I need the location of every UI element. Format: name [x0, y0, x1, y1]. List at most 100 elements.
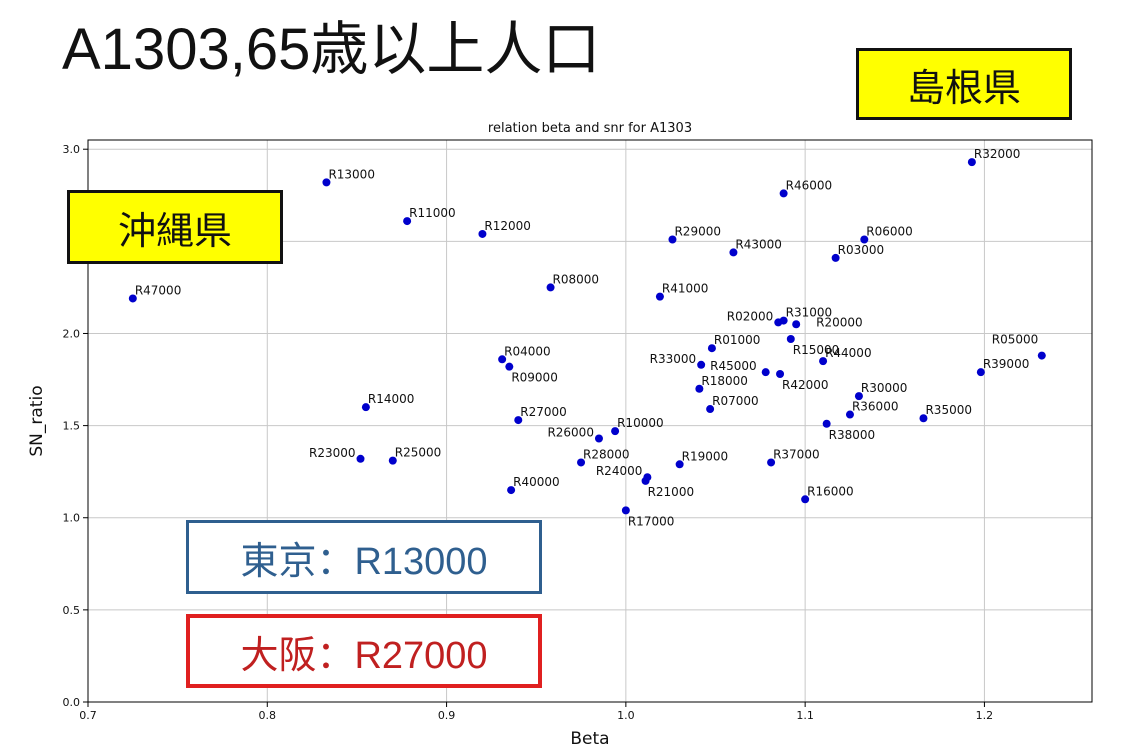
point-label: R20000	[816, 315, 863, 329]
data-point	[388, 456, 397, 465]
plot-frame	[87, 139, 1093, 703]
data-point	[697, 360, 706, 369]
point-label: R39000	[983, 357, 1030, 371]
point-label: R03000	[838, 243, 885, 257]
point-label: R16000	[807, 484, 854, 498]
data-point	[546, 283, 555, 292]
point-label: R14000	[368, 392, 415, 406]
osaka-callout: 大阪：R27000	[186, 614, 542, 688]
point-label: R43000	[735, 237, 782, 251]
point-label: R38000	[829, 428, 876, 442]
data-point	[594, 434, 603, 443]
point-label: R35000	[925, 403, 972, 417]
point-label: R42000	[782, 378, 829, 392]
point-label: R13000	[328, 167, 375, 181]
okinawa-callout: 沖縄県	[67, 190, 283, 264]
data-point	[919, 414, 928, 423]
point-label: R36000	[852, 400, 899, 414]
y-tick-label: 2.0	[63, 327, 81, 340]
data-point	[507, 486, 516, 495]
data-point	[786, 335, 795, 344]
data-point	[668, 235, 677, 244]
point-label: R09000	[511, 371, 558, 385]
data-point	[577, 458, 586, 467]
data-point	[641, 476, 650, 485]
data-point	[845, 410, 854, 419]
data-point	[478, 229, 487, 238]
data-point	[706, 405, 715, 414]
data-point	[854, 392, 863, 401]
data-point	[505, 362, 514, 371]
point-label: R47000	[135, 283, 182, 297]
point-label: R18000	[701, 374, 748, 388]
y-tick-label: 3.0	[63, 143, 81, 156]
point-label: R23000	[309, 446, 356, 460]
data-point	[611, 427, 620, 436]
point-label: R40000	[513, 475, 560, 489]
point-label: R29000	[674, 225, 721, 239]
data-point	[767, 458, 776, 467]
point-label: R26000	[547, 426, 594, 440]
data-point	[776, 370, 785, 379]
point-label: R07000	[712, 394, 759, 408]
point-label: R32000	[974, 147, 1021, 161]
point-label: R15000	[793, 343, 840, 357]
x-tick-label: 1.2	[976, 709, 994, 722]
data-point	[356, 454, 365, 463]
data-point	[761, 368, 770, 377]
point-label: R24000	[596, 464, 643, 478]
x-tick-label: 1.1	[796, 709, 814, 722]
point-label: R19000	[682, 449, 729, 463]
data-point	[675, 460, 684, 469]
chart-title: relation beta and snr for A1303	[488, 121, 692, 136]
axis-ticks: 0.70.80.91.01.11.20.00.51.01.52.023.0	[63, 143, 994, 722]
point-label: R37000	[773, 447, 820, 461]
slide-title: A1303,65歳以上人口	[62, 17, 601, 82]
point-label: R21000	[648, 485, 695, 499]
data-point	[1037, 351, 1046, 360]
point-label: R33000	[650, 352, 697, 366]
point-label: R02000	[727, 309, 774, 323]
data-point	[361, 403, 370, 412]
x-tick-label: 0.8	[259, 709, 277, 722]
point-label: R30000	[861, 381, 908, 395]
x-tick-label: 0.9	[438, 709, 456, 722]
data-point	[695, 384, 704, 393]
point-label: R04000	[504, 344, 551, 358]
point-label: R11000	[409, 206, 456, 220]
point-label: R31000	[786, 306, 833, 320]
point-label: R08000	[553, 272, 600, 286]
data-point	[976, 368, 985, 377]
point-label: R25000	[395, 446, 442, 460]
data-point	[707, 344, 716, 353]
data-point	[621, 506, 630, 515]
data-point	[403, 217, 412, 226]
x-tick-label: 0.7	[79, 709, 97, 722]
point-label: R06000	[866, 225, 913, 239]
point-label: R27000	[520, 405, 567, 419]
data-point	[128, 294, 137, 303]
x-tick-label: 1.0	[617, 709, 635, 722]
y-tick-label: 1.5	[63, 420, 81, 433]
point-label: R45000	[710, 359, 757, 373]
data-point	[831, 253, 840, 262]
point-label: R01000	[714, 333, 761, 347]
point-label: R28000	[583, 447, 630, 461]
x-axis-label: Beta	[570, 729, 609, 749]
tokyo-callout: 東京：R13000	[186, 520, 542, 594]
data-point	[792, 320, 801, 329]
y-tick-label: 0.5	[63, 604, 81, 617]
data-point	[322, 178, 331, 187]
point-label: R41000	[662, 282, 709, 296]
data-point	[655, 292, 664, 301]
data-point	[801, 495, 810, 504]
point-label: R46000	[786, 178, 833, 192]
shimane-callout: 島根県	[856, 48, 1072, 120]
data-point	[779, 316, 788, 325]
point-label: R05000	[992, 333, 1039, 347]
point-label: R10000	[617, 416, 664, 430]
data-point	[729, 248, 738, 257]
y-axis-label: SN_ratio	[27, 385, 47, 456]
data-point	[822, 419, 831, 428]
